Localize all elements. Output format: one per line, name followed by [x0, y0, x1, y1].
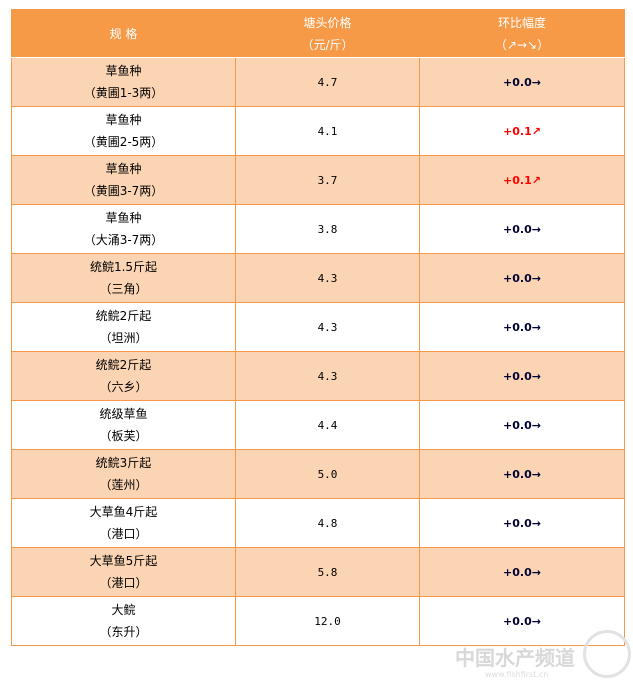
spec-name: 草鱼种 [105, 113, 142, 127]
spec-cell: 草鱼种 （大涌3-7两） [11, 204, 236, 254]
price-cell: 4.3 [235, 253, 420, 303]
change-value: +0.0→ [503, 321, 541, 334]
spec-name: 统鲩2斤起 [95, 309, 152, 323]
price-cell: 4.3 [235, 351, 420, 401]
change-value: +0.0→ [503, 419, 541, 432]
table-row: 统鲩3斤起 （莲州） 5.0 +0.0→ [11, 449, 625, 499]
spec-cell: 统级草鱼 （板芙） [11, 400, 236, 450]
spec-origin: （港口） [99, 527, 148, 541]
spec-cell: 草鱼种 （黄圃2-5两） [11, 106, 236, 156]
spec-name: 草鱼种 [105, 162, 142, 176]
table-row: 大鲩 （东升） 12.0 +0.0→ [11, 596, 625, 646]
price-cell: 4.8 [235, 498, 420, 548]
change-cell: +0.0→ [419, 57, 625, 107]
change-value: +0.0→ [503, 517, 541, 530]
spec-cell: 大草鱼5斤起 （港口） [11, 547, 236, 597]
change-cell: +0.0→ [419, 596, 625, 646]
price-cell: 4.7 [235, 57, 420, 107]
change-cell: +0.0→ [419, 400, 625, 450]
table-row: 草鱼种 （黄圃2-5两） 4.1 +0.1↗ [11, 106, 625, 156]
table-header: 规 格 塘头价格 （元/斤） 环比幅度 （↗→↘） [11, 9, 625, 58]
price-cell: 5.8 [235, 547, 420, 597]
price-cell: 3.8 [235, 204, 420, 254]
spec-name: 统级草鱼 [99, 407, 148, 421]
table-row: 草鱼种 （黄圃1-3两） 4.7 +0.0→ [11, 57, 625, 107]
spec-cell: 草鱼种 （黄圃1-3两） [11, 57, 236, 107]
header-price: 塘头价格 （元/斤） [235, 9, 420, 58]
table-row: 统级草鱼 （板芙） 4.4 +0.0→ [11, 400, 625, 450]
change-cell: +0.0→ [419, 498, 625, 548]
price-cell: 4.3 [235, 302, 420, 352]
spec-origin: （六乡） [99, 380, 148, 394]
price-cell: 4.1 [235, 106, 420, 156]
globe-logo-icon [583, 630, 631, 678]
change-cell: +0.1↗ [419, 106, 625, 156]
spec-origin: （港口） [99, 576, 148, 590]
spec-cell: 统鲩3斤起 （莲州） [11, 449, 236, 499]
price-cell: 5.0 [235, 449, 420, 499]
change-cell: +0.0→ [419, 351, 625, 401]
spec-cell: 大鲩 （东升） [11, 596, 236, 646]
change-value: +0.0→ [503, 615, 541, 628]
spec-origin: （大涌3-7两） [83, 233, 164, 247]
spec-origin: （黄圃3-7两） [83, 184, 164, 198]
spec-origin: （板芙） [99, 429, 148, 443]
change-value: +0.0→ [503, 468, 541, 481]
header-change: 环比幅度 （↗→↘） [419, 9, 625, 58]
price-cell: 4.4 [235, 400, 420, 450]
table-row: 大草鱼4斤起 （港口） 4.8 +0.0→ [11, 498, 625, 548]
header-spec: 规 格 [11, 9, 236, 58]
price-table: 规 格 塘头价格 （元/斤） 环比幅度 （↗→↘） 草鱼种 （黄圃1-3两） 4.7 … [11, 9, 625, 646]
spec-name: 大草鱼4斤起 [89, 505, 158, 519]
change-cell: +0.1↗ [419, 155, 625, 205]
watermark-url: www.fishfirst.cn [485, 670, 549, 679]
table-row: 草鱼种 （黄圃3-7两） 3.7 +0.1↗ [11, 155, 625, 205]
spec-name: 大草鱼5斤起 [89, 554, 158, 568]
spec-origin: （坦洲） [99, 331, 148, 345]
spec-name: 统鲩2斤起 [95, 358, 152, 372]
change-value: +0.1↗ [503, 125, 541, 138]
change-value: +0.0→ [503, 370, 541, 383]
spec-origin: （三角） [99, 282, 148, 296]
spec-cell: 统鲩1.5斤起 （三角） [11, 253, 236, 303]
spec-name: 草鱼种 [105, 211, 142, 225]
change-cell: +0.0→ [419, 547, 625, 597]
table-row: 统鲩2斤起 （六乡） 4.3 +0.0→ [11, 351, 625, 401]
change-value: +0.0→ [503, 76, 541, 89]
price-cell: 12.0 [235, 596, 420, 646]
spec-origin: （莲州） [99, 478, 148, 492]
spec-origin: （东升） [99, 625, 148, 639]
table-row: 统鲩1.5斤起 （三角） 4.3 +0.0→ [11, 253, 625, 303]
spec-cell: 草鱼种 （黄圃3-7两） [11, 155, 236, 205]
change-value: +0.0→ [503, 223, 541, 236]
change-value: +0.0→ [503, 272, 541, 285]
table-row: 大草鱼5斤起 （港口） 5.8 +0.0→ [11, 547, 625, 597]
price-cell: 3.7 [235, 155, 420, 205]
spec-name: 统鲩1.5斤起 [89, 260, 158, 274]
spec-cell: 统鲩2斤起 （坦洲） [11, 302, 236, 352]
change-cell: +0.0→ [419, 449, 625, 499]
watermark-title: 中国水产频道 [455, 646, 575, 670]
spec-origin: （黄圃2-5两） [83, 135, 164, 149]
change-cell: +0.0→ [419, 253, 625, 303]
table-row: 草鱼种 （大涌3-7两） 3.8 +0.0→ [11, 204, 625, 254]
table-row: 统鲩2斤起 （坦洲） 4.3 +0.0→ [11, 302, 625, 352]
change-value: +0.0→ [503, 566, 541, 579]
change-cell: +0.0→ [419, 302, 625, 352]
change-value: +0.1↗ [503, 174, 541, 187]
spec-origin: （黄圃1-3两） [83, 86, 164, 100]
spec-name: 大鲩 [111, 603, 136, 617]
spec-name: 统鲩3斤起 [95, 456, 152, 470]
spec-cell: 统鲩2斤起 （六乡） [11, 351, 236, 401]
spec-cell: 大草鱼4斤起 （港口） [11, 498, 236, 548]
spec-name: 草鱼种 [105, 64, 142, 78]
change-cell: +0.0→ [419, 204, 625, 254]
